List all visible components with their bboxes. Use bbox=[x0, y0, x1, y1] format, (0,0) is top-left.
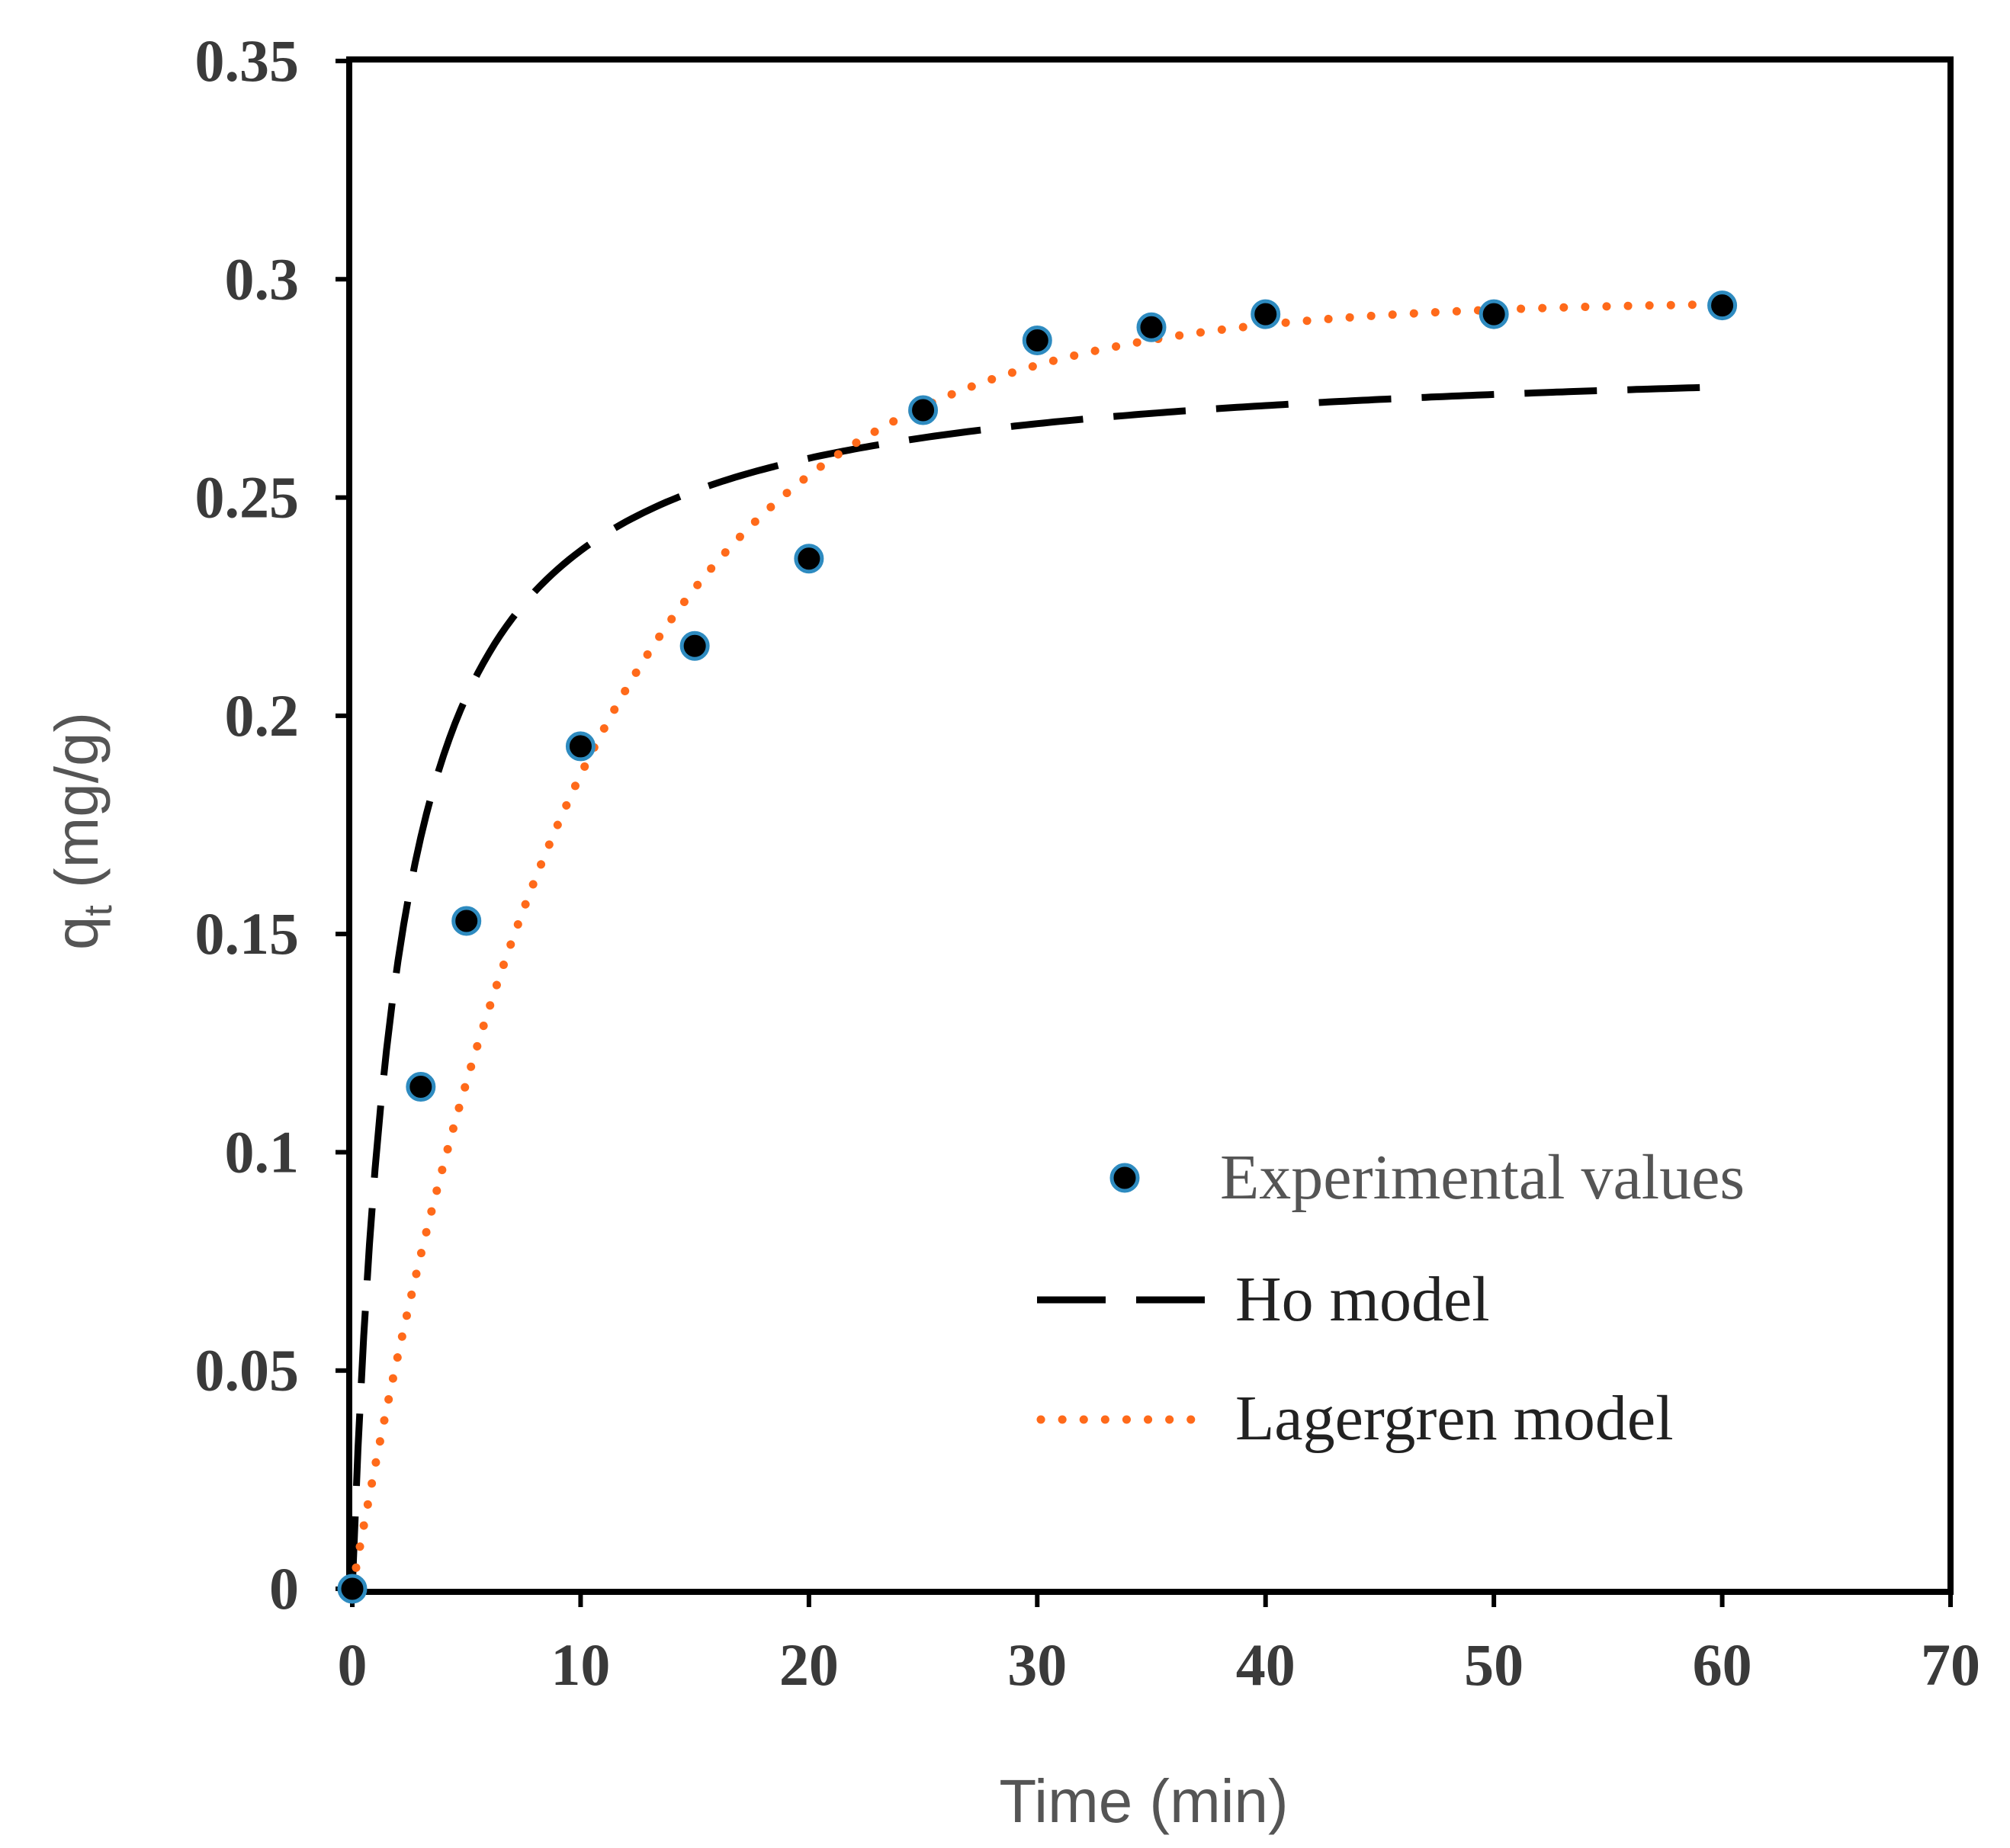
y-tick-label: 0.3 bbox=[225, 245, 300, 312]
experimental-point bbox=[1022, 325, 1052, 355]
x-tick-label: 10 bbox=[551, 1631, 610, 1698]
y-axis-title: qt (mg/g) bbox=[43, 712, 120, 950]
x-axis-title: Time (min) bbox=[999, 1767, 1288, 1835]
plot-frame bbox=[346, 56, 1954, 1595]
y-tick-label: 0.15 bbox=[195, 900, 300, 967]
legend-label-lagergren: Lagergren model bbox=[1235, 1383, 1674, 1454]
x-tick-label: 60 bbox=[1693, 1631, 1752, 1698]
experimental-point bbox=[406, 1072, 436, 1102]
experimental-point bbox=[1707, 290, 1738, 321]
experimental-point bbox=[1251, 299, 1281, 329]
experimental-point bbox=[794, 544, 824, 574]
x-tick-label: 30 bbox=[1007, 1631, 1067, 1698]
experimental-point bbox=[451, 906, 482, 936]
experimental-point bbox=[565, 731, 596, 762]
y-tick-label: 0.2 bbox=[225, 682, 300, 749]
experimental-point bbox=[908, 395, 939, 425]
legend-marker-experimental bbox=[1109, 1163, 1140, 1193]
legend-label-experimental: Experimental values bbox=[1220, 1142, 1745, 1213]
x-tick-label: 40 bbox=[1236, 1631, 1296, 1698]
x-tick-label: 20 bbox=[779, 1631, 839, 1698]
experimental-point bbox=[1479, 299, 1509, 329]
y-tick-label: 0.05 bbox=[195, 1337, 300, 1404]
legend-label-ho: Ho model bbox=[1235, 1264, 1490, 1335]
y-tick-label: 0.1 bbox=[225, 1118, 300, 1185]
ho-model-line bbox=[348, 383, 1723, 1590]
experimental-point bbox=[1136, 312, 1167, 342]
y-axis-title-subscript: t bbox=[76, 905, 120, 916]
series-layer bbox=[337, 290, 1738, 1604]
experimental-point bbox=[337, 1574, 368, 1604]
ticks-layer: 0 0.05 0.1 0.15 0.2 0.25 0.3 0.35 0 10 20 30 40 50 60 7… bbox=[195, 27, 1981, 1698]
x-tick-label: 50 bbox=[1464, 1631, 1524, 1698]
legend: Experimental values Ho model Lagergren m… bbox=[1036, 1142, 1745, 1454]
y-tick-label: 0 bbox=[269, 1555, 299, 1622]
x-tick-label: 0 bbox=[338, 1631, 368, 1698]
x-tick-label: 70 bbox=[1921, 1631, 1980, 1698]
experimental-point bbox=[679, 630, 710, 661]
y-axis-title-main: q bbox=[43, 916, 111, 951]
y-tick-label: 0.35 bbox=[195, 27, 300, 94]
y-axis-title-unit: (mg/g) bbox=[43, 712, 111, 905]
y-tick-label: 0.25 bbox=[195, 464, 300, 531]
